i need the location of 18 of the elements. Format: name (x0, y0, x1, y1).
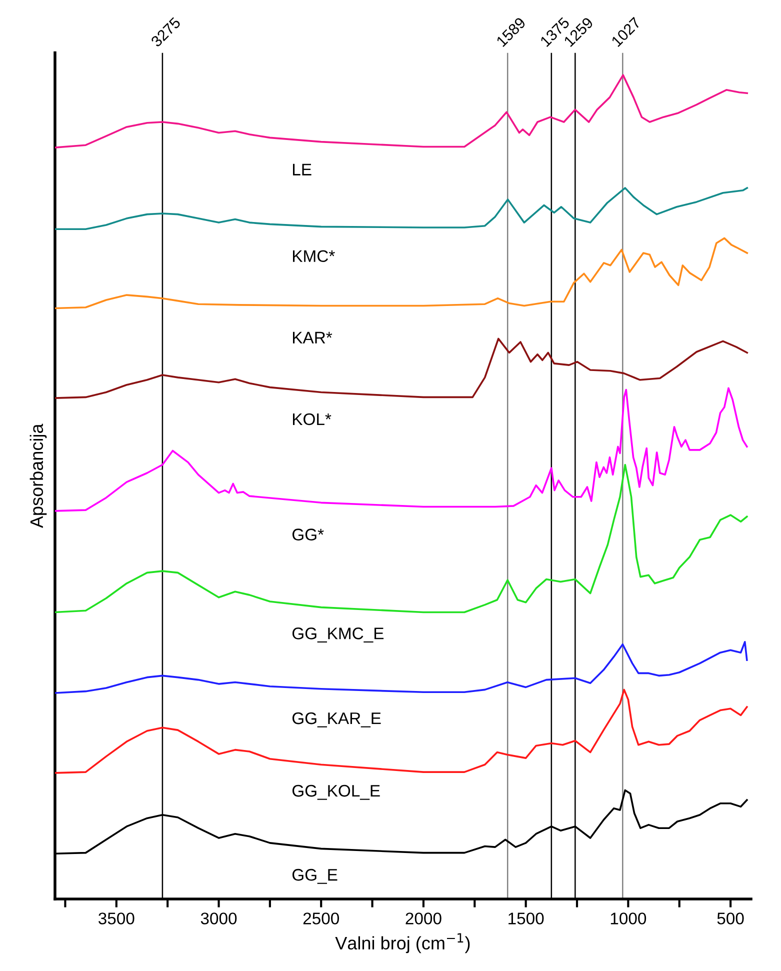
x-tick-label: 3500 (98, 912, 134, 924)
series-label: GG_E (292, 868, 338, 884)
series-label: KMC* (293, 250, 335, 262)
x-axis-title: Valni broj (cm$^{−1}$) (335, 933, 470, 954)
x-tick-label: 1500 (508, 912, 544, 924)
series-label: GG_KAR_E (292, 712, 381, 728)
x-tick-label: 2500 (303, 912, 339, 924)
series-label: GG_KOL_E (292, 784, 380, 800)
series-label: KOL* (293, 413, 332, 426)
x-tick-label: 500 (717, 912, 744, 924)
x-tick-label: 1000 (610, 912, 646, 924)
series-label: LE (293, 164, 312, 176)
series-label: KAR* (293, 332, 332, 344)
x-tick-label: 2000 (406, 912, 442, 924)
series-label: GG* (292, 528, 324, 540)
x-tick-label: 3000 (200, 912, 237, 924)
y-axis-title: Apsorbancija (30, 424, 47, 528)
series-label: GG_KMC_E (292, 628, 384, 642)
